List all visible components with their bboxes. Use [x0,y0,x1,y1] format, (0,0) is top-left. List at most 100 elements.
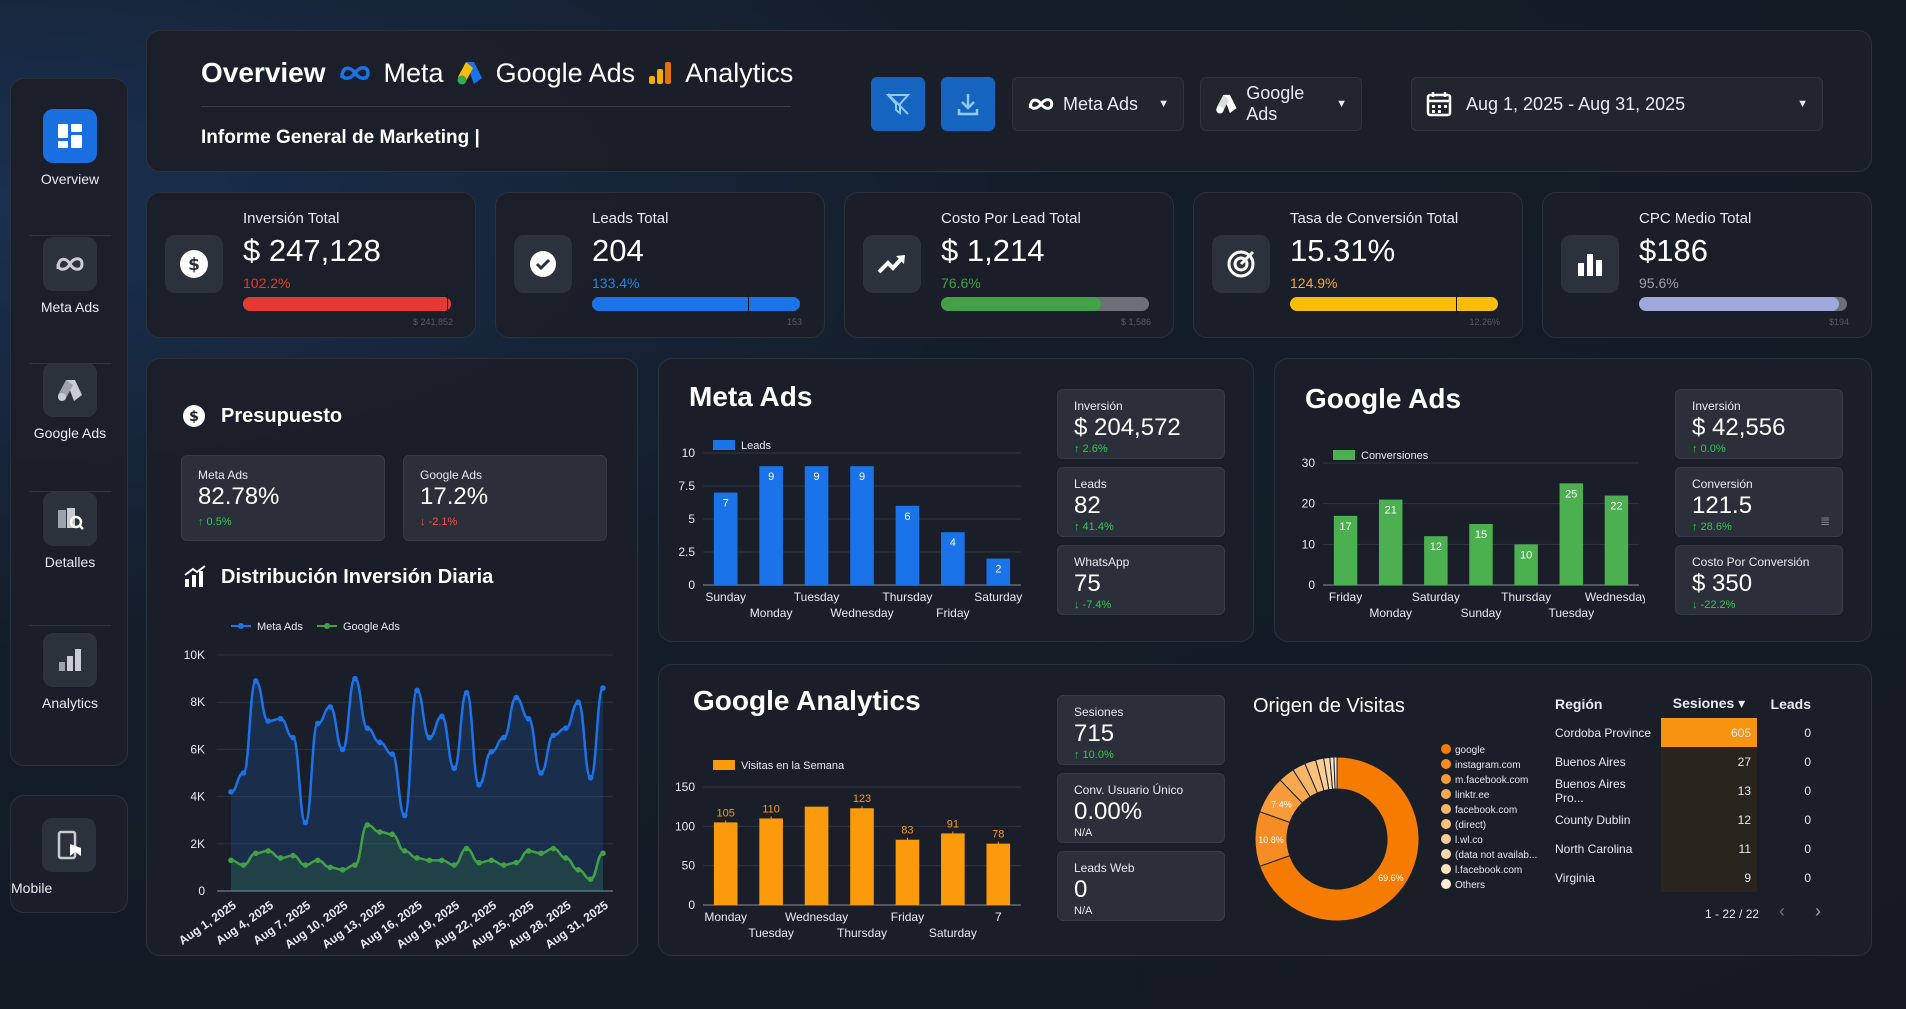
data-point[interactable] [364,725,371,731]
data-point[interactable] [538,770,544,776]
data-point[interactable] [563,725,569,731]
data-point[interactable] [315,720,321,727]
bar[interactable] [850,466,874,585]
bar[interactable] [850,808,874,905]
bar[interactable] [1333,515,1358,585]
data-point[interactable] [439,713,445,720]
data-point[interactable] [377,829,383,835]
data-point[interactable] [389,831,395,838]
data-point[interactable] [501,862,507,868]
data-point[interactable] [253,850,259,857]
bar[interactable] [1424,536,1448,585]
bar[interactable] [713,822,738,905]
data-point[interactable] [389,751,395,757]
bar[interactable] [1378,499,1403,585]
data-point[interactable] [327,704,333,710]
prev-page-button[interactable]: ‹ [1779,901,1785,921]
data-point[interactable] [302,862,309,868]
data-point[interactable] [352,675,358,682]
reset-filters-button[interactable] [871,77,925,131]
data-point[interactable] [488,857,495,864]
data-point[interactable] [451,862,458,868]
sidebar-item-overview[interactable]: Overview [11,79,129,205]
sidebar-item-detalles[interactable]: Detalles [11,462,129,588]
data-point[interactable] [426,734,433,741]
data-point[interactable] [476,859,482,866]
data-point[interactable] [563,855,569,861]
data-point[interactable] [550,845,557,852]
bar[interactable] [1559,483,1584,585]
data-point[interactable] [439,857,445,864]
data-point[interactable] [228,857,234,864]
sidebar-item-meta-ads[interactable]: Meta Ads [11,207,129,333]
bar[interactable] [759,818,783,905]
sidebar-item-analytics[interactable]: Analytics [11,603,129,729]
data-point[interactable] [327,864,333,871]
data-point[interactable] [587,774,594,781]
data-point[interactable] [240,770,247,776]
bar[interactable] [1514,544,1538,585]
column-header[interactable]: Sesiones ▾ [1672,695,1746,711]
data-point[interactable] [525,715,532,722]
bar[interactable] [1604,495,1629,585]
google-ads-filter[interactable]: Google Ads ▼ [1200,77,1362,131]
data-point[interactable] [488,748,495,755]
data-point[interactable] [315,857,321,864]
data-point[interactable] [364,822,371,828]
bar[interactable] [986,843,1011,905]
date-range-picker[interactable]: Aug 1, 2025 - Aug 31, 2025 ▼ [1411,77,1823,131]
data-point[interactable] [600,685,606,691]
data-point[interactable] [401,848,408,854]
data-point[interactable] [377,739,383,746]
data-point[interactable] [513,694,519,701]
data-point[interactable] [600,850,606,857]
sidebar-item-google-ads[interactable]: Google Ads [11,333,129,459]
sidebar-item-mobile[interactable]: Mobile [10,795,128,913]
download-button[interactable] [941,77,995,131]
data-point[interactable] [451,765,458,772]
data-point[interactable] [575,699,581,705]
data-point[interactable] [587,876,594,882]
data-point[interactable] [290,852,296,859]
data-point[interactable] [339,866,346,873]
bar[interactable] [895,505,920,585]
bar[interactable] [986,558,1011,585]
data-point[interactable] [414,855,420,861]
bar[interactable] [804,466,829,585]
meta-ads-filter[interactable]: Meta Ads ▼ [1012,77,1184,131]
bar[interactable] [759,466,783,585]
data-point[interactable] [277,855,284,861]
table-row[interactable]: Buenos Aires 27 0 [1549,747,1817,776]
data-point[interactable] [240,862,247,868]
data-point[interactable] [538,850,544,857]
bar[interactable] [713,492,738,585]
bar[interactable] [1469,524,1493,585]
data-point[interactable] [525,848,532,854]
bar[interactable] [941,532,965,585]
data-point[interactable] [228,789,234,795]
data-point[interactable] [463,845,470,852]
next-page-button[interactable]: › [1815,901,1821,921]
table-row[interactable]: Virginia 9 0 [1549,863,1817,892]
data-point[interactable] [253,678,259,684]
data-point[interactable] [414,687,420,694]
data-point[interactable] [277,715,284,722]
data-point[interactable] [265,718,271,724]
pie-slice[interactable] [1333,756,1338,790]
data-point[interactable] [302,819,309,826]
table-row[interactable]: County Dublin 12 0 [1549,805,1817,834]
data-point[interactable] [550,732,557,739]
data-point[interactable] [401,812,408,819]
data-point[interactable] [575,866,581,873]
data-point[interactable] [426,857,433,864]
data-point[interactable] [513,859,519,866]
table-row[interactable]: Cordoba Province 605 0 [1549,718,1817,747]
data-point[interactable] [265,848,271,854]
data-point[interactable] [352,862,358,868]
bar[interactable] [804,806,829,905]
table-row[interactable]: North Carolina 11 0 [1549,834,1817,863]
data-point[interactable] [501,734,507,741]
data-point[interactable] [339,746,346,753]
data-point[interactable] [463,689,470,696]
bar[interactable] [941,833,965,905]
